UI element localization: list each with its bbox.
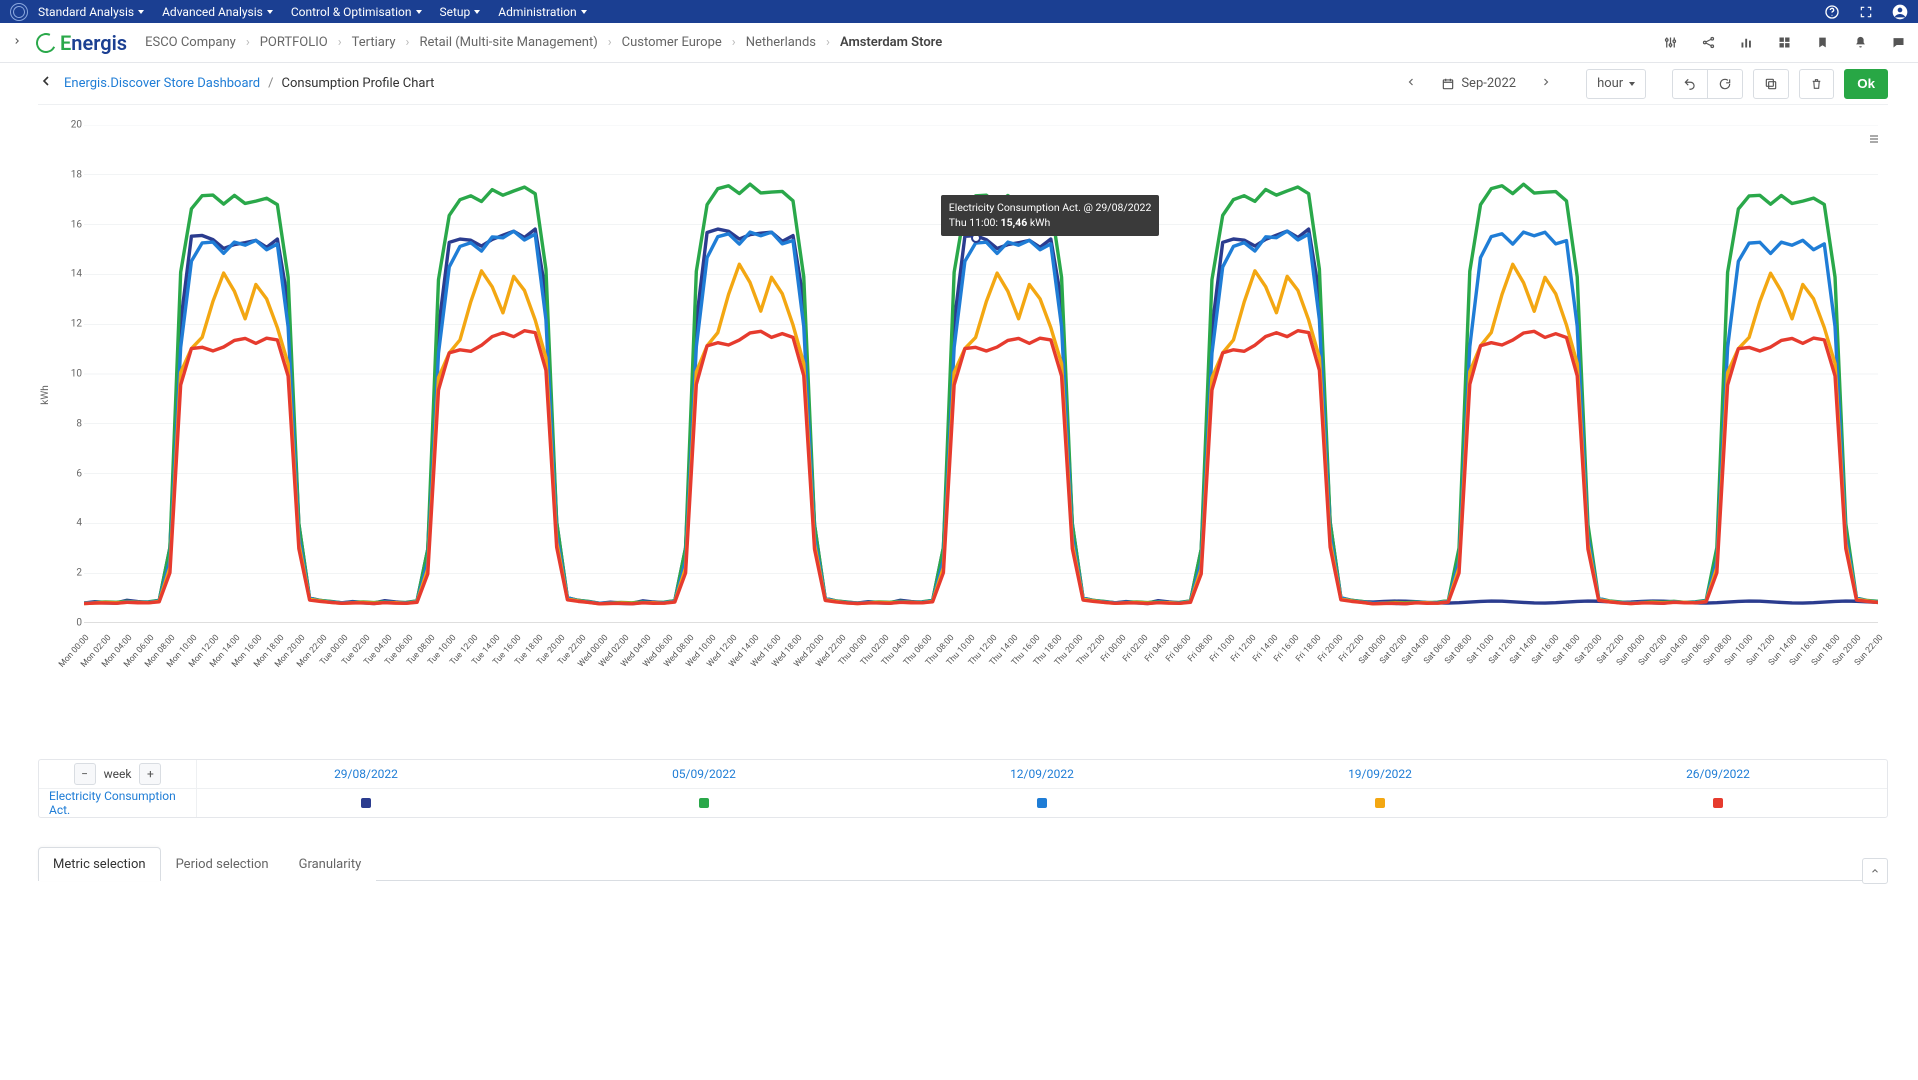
chart-plot[interactable] — [84, 125, 1878, 623]
week-stepper: − week + — [39, 760, 197, 788]
page-title: Consumption Profile Chart — [282, 76, 435, 91]
granularity-label: hour — [1597, 76, 1623, 91]
week-date-cell[interactable]: 05/09/2022 — [535, 760, 873, 788]
logo-swirl-icon — [33, 30, 59, 56]
app-logo[interactable]: Energis — [36, 31, 127, 55]
bar-chart-icon[interactable] — [1738, 35, 1754, 51]
legend-table: − week + 29/08/202205/09/202212/09/20221… — [38, 759, 1888, 818]
chart-container: kWh 02468101214161820 Electricity Consum… — [38, 115, 1888, 675]
bottom-tabs: Metric selection Period selection Granul… — [38, 846, 1888, 881]
context-bar: Energis ESCO Company› PORTFOLIO› Tertiar… — [0, 23, 1918, 63]
week-label: week — [104, 767, 132, 781]
week-date-cell[interactable]: 29/08/2022 — [197, 760, 535, 788]
week-date-cell[interactable]: 19/09/2022 — [1211, 760, 1549, 788]
period-label: Sep-2022 — [1461, 76, 1516, 91]
tab-metric-selection[interactable]: Metric selection — [38, 847, 161, 881]
menu-advanced-analysis[interactable]: Advanced Analysis — [162, 5, 273, 19]
period-next-icon[interactable] — [1536, 75, 1556, 93]
period-prev-icon[interactable] — [1401, 75, 1421, 93]
legend-metric-label[interactable]: Electricity Consumption Act. — [39, 789, 197, 817]
back-icon[interactable] — [38, 73, 54, 94]
crumb[interactable]: Netherlands — [746, 35, 816, 50]
crumb[interactable]: Customer Europe — [622, 35, 722, 50]
granularity-dropdown[interactable]: hour — [1586, 69, 1646, 99]
breadcrumb-separator: / — [268, 76, 273, 91]
page-titlebar: Energis.Discover Store Dashboard / Consu… — [38, 63, 1888, 105]
chart-menu-icon[interactable] — [1866, 133, 1882, 149]
legend-swatch-cell[interactable] — [1211, 789, 1549, 817]
week-date-cell[interactable]: 26/09/2022 — [1549, 760, 1887, 788]
brand-icon — [10, 3, 28, 21]
menu-administration[interactable]: Administration — [498, 5, 586, 19]
legend-swatch-cell[interactable] — [197, 789, 535, 817]
week-plus-button[interactable]: + — [139, 763, 161, 785]
caret-down-icon — [581, 10, 587, 14]
refresh-button[interactable] — [1707, 69, 1743, 99]
crumb[interactable]: ESCO Company — [145, 35, 236, 50]
period-picker[interactable]: Sep-2022 — [1431, 69, 1526, 99]
tooltip-marker-icon — [971, 233, 981, 243]
scroll-top-button[interactable] — [1862, 858, 1888, 884]
tab-granularity[interactable]: Granularity — [284, 847, 377, 881]
crumb[interactable]: Tertiary — [352, 35, 396, 50]
legend-swatch-cell[interactable] — [1549, 789, 1887, 817]
help-icon[interactable] — [1824, 4, 1840, 20]
caret-down-icon — [138, 10, 144, 14]
user-icon[interactable] — [1892, 4, 1908, 20]
copy-button[interactable] — [1753, 69, 1789, 99]
logo-text: nergis — [71, 31, 127, 55]
week-date-cell[interactable]: 12/09/2022 — [873, 760, 1211, 788]
color-swatch-icon — [1713, 798, 1723, 808]
week-dates-row: 29/08/202205/09/202212/09/202219/09/2022… — [197, 760, 1887, 788]
bookmark-icon[interactable] — [1814, 35, 1830, 51]
delete-button[interactable] — [1799, 69, 1834, 99]
x-axis-ticks: Mon 00:00Mon 02:00Mon 04:00Mon 06:00Mon … — [84, 625, 1878, 675]
caret-down-icon — [1629, 82, 1635, 86]
global-menu: Standard Analysis Advanced Analysis Cont… — [38, 5, 587, 19]
chat-icon[interactable] — [1890, 35, 1906, 51]
menu-setup[interactable]: Setup — [440, 5, 481, 19]
color-swatch-icon — [699, 798, 709, 808]
caret-down-icon — [416, 10, 422, 14]
menu-standard-analysis[interactable]: Standard Analysis — [38, 5, 144, 19]
menu-control-optimisation[interactable]: Control & Optimisation — [291, 5, 422, 19]
parent-link[interactable]: Energis.Discover Store Dashboard — [64, 76, 260, 91]
context-tool-icons — [1662, 35, 1906, 51]
breadcrumb: ESCO Company› PORTFOLIO› Tertiary› Retai… — [145, 35, 942, 50]
undo-button[interactable] — [1672, 69, 1708, 99]
ok-button[interactable]: Ok — [1844, 69, 1888, 99]
y-axis-label: kWh — [40, 385, 51, 404]
color-swatch-icon — [361, 798, 371, 808]
legend-swatch-cell[interactable] — [535, 789, 873, 817]
grid-icon[interactable] — [1776, 35, 1792, 51]
bell-icon[interactable] — [1852, 35, 1868, 51]
crumb-current: Amsterdam Store — [840, 35, 942, 50]
share-icon[interactable] — [1700, 35, 1716, 51]
collapse-sidebar-icon[interactable] — [12, 34, 28, 52]
settings-sliders-icon[interactable] — [1662, 35, 1678, 51]
fullscreen-icon[interactable] — [1858, 4, 1874, 20]
legend-swatch-row — [197, 789, 1887, 817]
legend-swatch-cell[interactable] — [873, 789, 1211, 817]
color-swatch-icon — [1375, 798, 1385, 808]
caret-down-icon — [267, 10, 273, 14]
crumb[interactable]: Retail (Multi-site Management) — [419, 35, 597, 50]
crumb[interactable]: PORTFOLIO — [260, 35, 328, 50]
global-topbar: Standard Analysis Advanced Analysis Cont… — [0, 0, 1918, 23]
y-axis-ticks: 02468101214161820 — [56, 125, 82, 623]
caret-down-icon — [474, 10, 480, 14]
tab-period-selection[interactable]: Period selection — [161, 847, 284, 881]
week-minus-button[interactable]: − — [74, 763, 96, 785]
color-swatch-icon — [1037, 798, 1047, 808]
logo-text: E — [60, 31, 71, 55]
